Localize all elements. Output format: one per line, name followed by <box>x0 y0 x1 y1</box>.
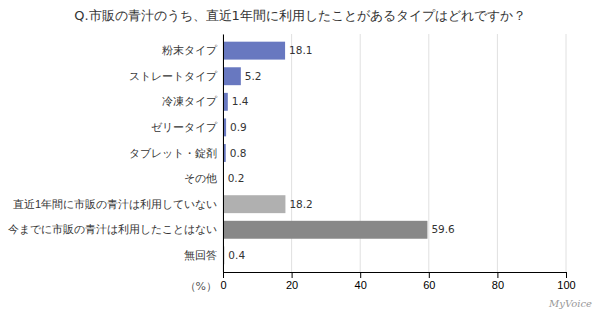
y-tick-label: ゼリータイプ <box>151 121 218 133</box>
data-label: 5.2 <box>245 70 262 82</box>
x-axis-line <box>224 273 567 279</box>
data-label: 0.8 <box>230 147 247 159</box>
y-tick: 直近1年間に市販の青汁は利用していない <box>13 198 217 210</box>
y-axis-line <box>223 35 224 273</box>
y-tick: ストレートタイプ <box>129 70 218 82</box>
y-tick-label: 今までに市販の青汁は利用したことはない <box>8 223 217 235</box>
x-tick: 0 <box>220 272 226 291</box>
x-tick-mark <box>360 272 361 278</box>
x-tick-mark <box>497 272 498 278</box>
x-tick-mark <box>292 272 293 278</box>
data-label: 59.6 <box>431 223 455 235</box>
data-labels: 18.1 5.2 1.4 0.9 0.8 0.2 18.2 59.6 0.4 <box>228 44 455 261</box>
x-tick-label: 80 <box>492 279 504 291</box>
x-tick-mark <box>429 272 430 278</box>
grid-line <box>428 34 429 272</box>
x-tick-label: 40 <box>355 279 367 291</box>
x-tick: 20 <box>286 272 298 291</box>
y-tick-label: 無回答 <box>184 249 217 261</box>
x-tick-mark <box>223 272 224 278</box>
y-tick: 粉末タイプ <box>162 44 218 56</box>
data-label: 18.2 <box>289 198 312 210</box>
title: Q.市販の青汁のうち、直近1年間に利用したことがあるタイプはどれですか？ <box>74 8 526 23</box>
x-tick: 40 <box>355 272 367 291</box>
y-tick-label: タブレット・錠剤 <box>129 147 217 159</box>
bar <box>223 195 285 213</box>
bar <box>223 42 285 60</box>
x-tick-label: 20 <box>286 279 298 291</box>
grid <box>223 34 566 272</box>
data-label: 1.4 <box>232 95 249 107</box>
x-tick-label: 100 <box>557 279 575 291</box>
bars <box>223 42 427 265</box>
y-tick-label: 直近1年間に市販の青汁は利用していない <box>13 198 217 210</box>
x-axis: 0 20 40 60 80 100 <box>220 272 575 291</box>
y-tick: その他 <box>184 172 217 184</box>
y-tick: タブレット・錠剤 <box>129 147 217 159</box>
data-label: 0.2 <box>228 172 245 184</box>
plot-area: 0 20 40 60 80 100 粉末タイプストレートタイプ冷凍タイプゼリータイプタブレッ… <box>8 34 576 291</box>
y-axis: 粉末タイプストレートタイプ冷凍タイプゼリータイプタブレット・錠剤その他直近1年間… <box>8 35 224 273</box>
x-axis-label: （%） <box>185 280 217 293</box>
y-tick-label: その他 <box>184 172 217 184</box>
y-tick-label: 粉末タイプ <box>162 44 218 56</box>
bar <box>223 67 241 85</box>
x-tick-label: 60 <box>423 279 435 291</box>
y-tick-label: ストレートタイプ <box>129 70 218 82</box>
grid-line <box>223 34 224 272</box>
grid-line <box>566 34 567 272</box>
data-label: 0.4 <box>228 249 245 261</box>
data-label: 18.1 <box>289 44 312 56</box>
x-tick-label: 0 <box>220 279 226 291</box>
x-tick-mark <box>566 272 567 278</box>
chart-svg: Q.市販の青汁のうち、直近1年間に利用したことがあるタイプはどれですか？ 0 20 4… <box>0 0 600 312</box>
bar <box>223 221 427 239</box>
data-label: 0.9 <box>230 121 247 133</box>
chart-container: Q.市販の青汁のうち、直近1年間に利用したことがあるタイプはどれですか？ 0 20 4… <box>0 0 600 312</box>
x-tick: 80 <box>492 272 504 291</box>
watermark: MyVoice <box>548 298 592 309</box>
x-tick: 60 <box>423 272 435 291</box>
y-tick-label: 冷凍タイプ <box>162 95 218 107</box>
grid-line <box>497 34 498 272</box>
y-tick: 冷凍タイプ <box>162 95 218 107</box>
y-tick: 無回答 <box>184 249 217 261</box>
x-tick: 100 <box>557 272 575 291</box>
y-tick: ゼリータイプ <box>151 121 218 133</box>
y-tick: 今までに市販の青汁は利用したことはない <box>8 223 217 235</box>
